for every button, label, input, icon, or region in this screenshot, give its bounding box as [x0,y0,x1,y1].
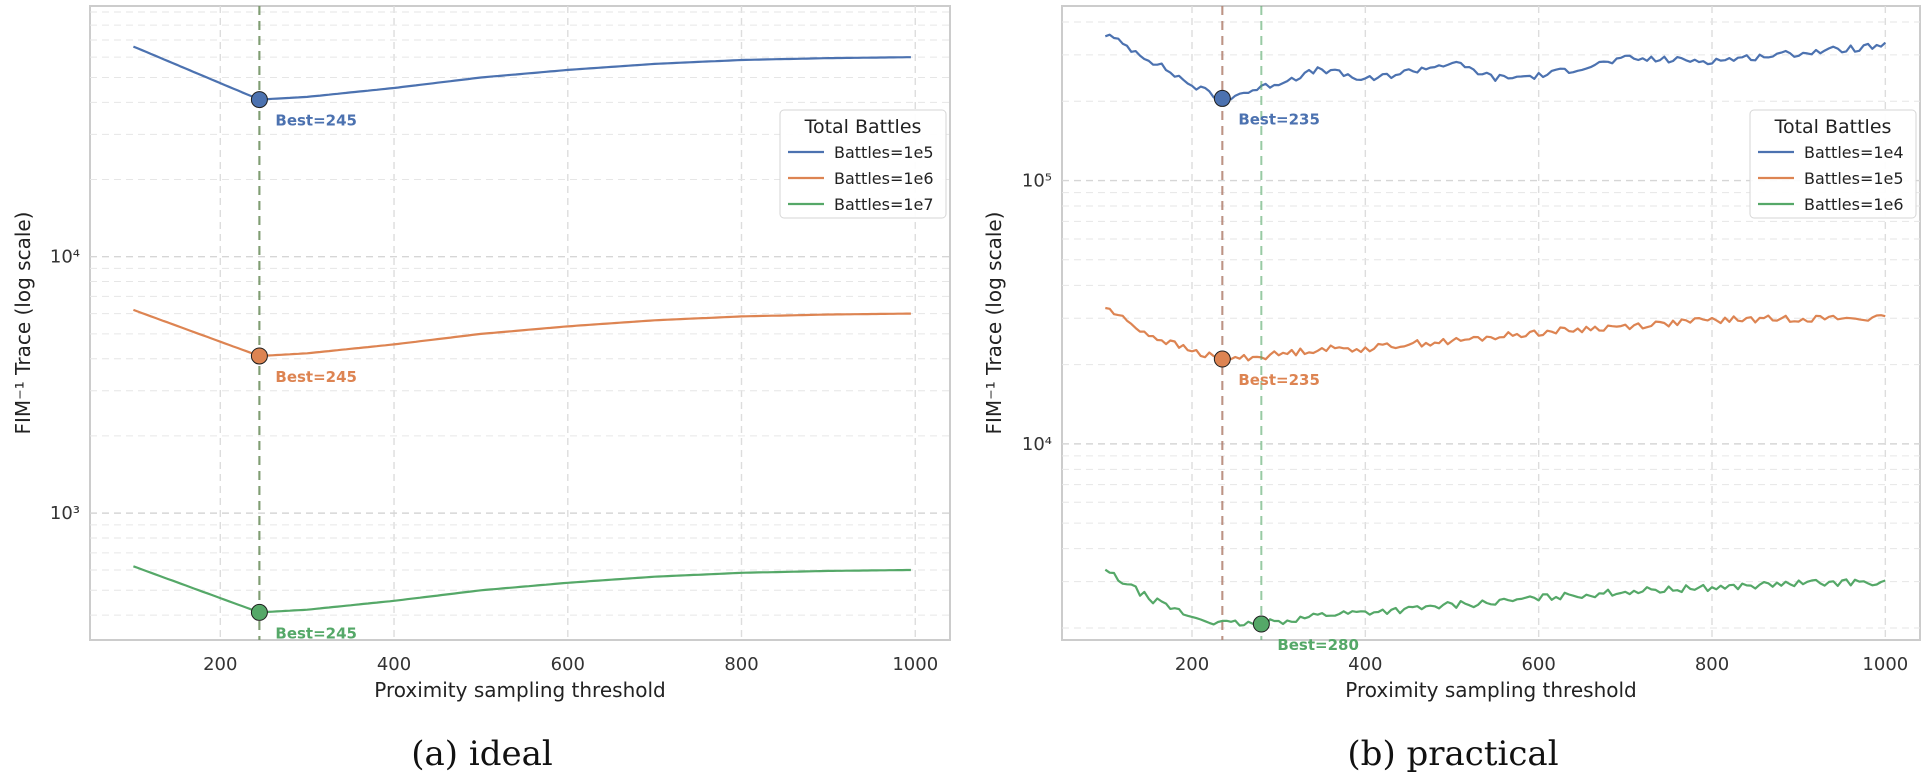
legend-a: Total Battles Battles=1e5 Battles=1e6 Ba… [779,109,947,219]
series-line [1104,33,1887,101]
legend-title: Total Battles [804,116,922,138]
plot-area-a [89,5,951,641]
series-lines-b [1104,6,1887,640]
y-tick-label: 10³ [50,503,80,524]
legend-item: Battles=1e4 [1804,143,1904,162]
x-tick-label: 400 [1348,654,1382,675]
series-line [1105,306,1886,362]
best-markers-b: Best=235 Best=235 Best=280 [1213,89,1359,654]
x-tick-label: 600 [1521,654,1555,675]
x-tick-label: 200 [203,654,237,675]
best-point-marker [1213,89,1231,107]
x-tick-label: 600 [551,654,585,675]
best-point-marker [1252,615,1270,633]
x-tick-label: 1000 [892,654,938,675]
y-axis-label: FIM⁻¹ Trace (log scale) [11,212,35,435]
legend-item: Battles=1e5 [834,143,934,162]
x-tick-label: 1000 [1862,654,1908,675]
legend-box [779,109,947,219]
y-tick-label: 10⁴ [50,247,80,268]
panel-ideal: 200 400 600 800 1000 10³ 10⁴ Best=245 Be… [11,5,951,774]
caption-b: (b) practical [1347,734,1558,774]
legend-item: Battles=1e5 [1804,169,1904,188]
best-markers-a: Best=245 Best=245 Best=245 [250,91,357,642]
legend-item: Battles=1e7 [834,195,934,214]
best-point-marker [250,347,268,365]
best-label: Best=245 [275,112,357,130]
legend-item: Battles=1e6 [1804,195,1904,214]
x-axis-label: Proximity sampling threshold [374,678,665,702]
best-label: Best=235 [1238,110,1320,128]
best-label: Best=245 [275,624,357,642]
x-axis-label: Proximity sampling threshold [1345,678,1636,702]
grid-a [90,6,950,640]
plot-area-b [1061,5,1921,641]
y-axis-label: FIM⁻¹ Trace (log scale) [982,212,1006,435]
y-tick-label: 10⁵ [1022,171,1052,192]
best-point-marker [250,91,268,109]
x-tick-label: 200 [1175,654,1209,675]
y-tick-label: 10⁴ [1022,434,1052,455]
x-ticks-b: 200 400 600 800 1000 [1175,654,1908,675]
best-point-marker [1213,350,1231,368]
panel-practical: 200 400 600 800 1000 10⁴ 10⁵ Best=235 Be… [982,5,1921,774]
best-label: Best=280 [1277,636,1359,654]
y-ticks-b: 10⁴ 10⁵ [1022,171,1052,455]
caption-a: (a) ideal [411,734,553,774]
best-label: Best=245 [275,368,357,386]
x-ticks-a: 200 400 600 800 1000 [203,654,938,675]
legend-title: Total Battles [1774,116,1892,138]
x-tick-label: 400 [377,654,411,675]
legend-item: Battles=1e6 [834,169,934,188]
legend-b: Total Battles Battles=1e4 Battles=1e5 Ba… [1749,109,1917,219]
series-line [1104,568,1886,628]
x-tick-label: 800 [724,654,758,675]
x-tick-label: 800 [1695,654,1729,675]
best-point-marker [250,603,268,621]
legend-box [1749,109,1917,219]
best-label: Best=235 [1238,371,1320,389]
y-ticks-a: 10³ 10⁴ [50,247,80,524]
